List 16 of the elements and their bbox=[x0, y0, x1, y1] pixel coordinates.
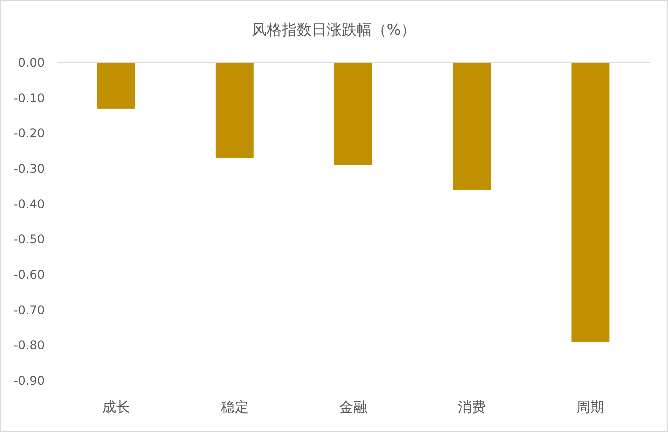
y-tick-label: -0.30 bbox=[14, 162, 45, 176]
y-tick-label: -0.90 bbox=[14, 374, 45, 388]
y-tick-label: -0.60 bbox=[14, 268, 45, 282]
y-tick-label: -0.40 bbox=[14, 197, 45, 212]
x-tick-label: 成长 bbox=[102, 400, 130, 416]
x-tick-label: 稳定 bbox=[220, 400, 249, 416]
chart-title: 风格指数日涨跌幅（%） bbox=[252, 21, 416, 39]
x-tick-label: 金融 bbox=[340, 400, 368, 416]
y-tick-label: -0.50 bbox=[14, 232, 45, 247]
x-tick-label: 周期 bbox=[576, 400, 605, 416]
y-tick-label: -0.20 bbox=[14, 126, 45, 141]
y-tick-label: -0.70 bbox=[14, 303, 45, 318]
y-tick-label: 0.00 bbox=[18, 56, 45, 70]
y-tick-label: -0.10 bbox=[14, 91, 45, 106]
y-tick-label: -0.80 bbox=[14, 338, 45, 353]
x-tick-label: 消费 bbox=[458, 400, 486, 416]
